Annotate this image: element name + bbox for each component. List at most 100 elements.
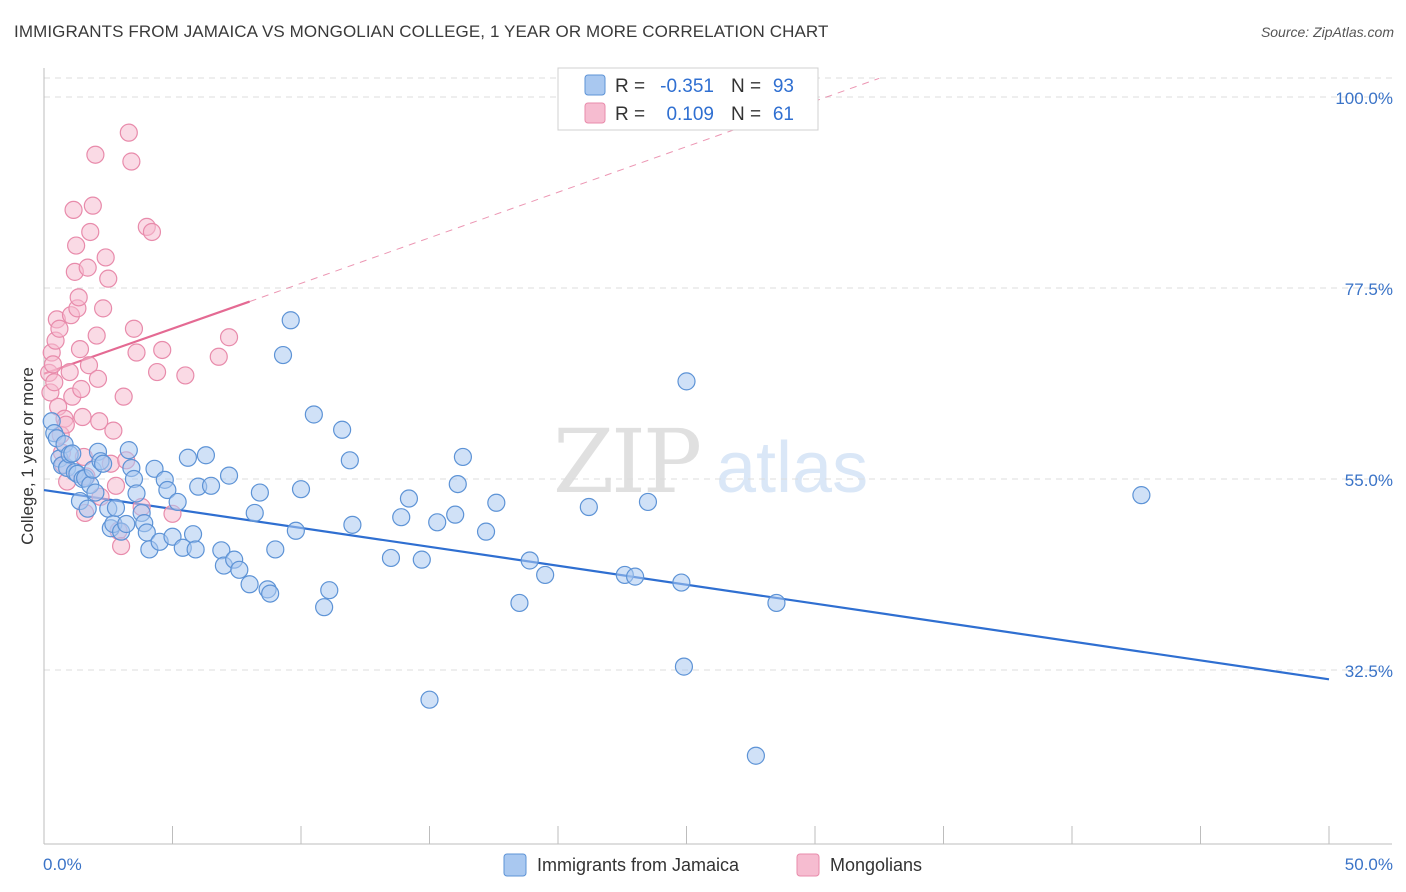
jamaica-point-89 (677, 372, 696, 391)
mongolians-points (40, 123, 239, 556)
x-tick-label-min: 0.0% (43, 855, 82, 874)
jamaica-point-68 (343, 515, 362, 534)
y-tick-label-100: 100.0% (1335, 89, 1393, 108)
jamaica-point-74 (428, 513, 447, 532)
mongolians-point-22 (69, 288, 88, 307)
jamaica-point-47 (201, 476, 221, 495)
jamaica-point-70 (392, 508, 411, 527)
mongolians-point-50 (124, 319, 144, 338)
jamaica-point-44 (186, 540, 205, 559)
legend-r-value-2: 0.109 (666, 104, 714, 125)
jamaica-point-26 (117, 514, 136, 534)
mongolians-point-36 (90, 412, 109, 431)
jamaica-point-82 (536, 565, 555, 585)
series-legend: Immigrants from Jamaica Mongolians (503, 853, 922, 877)
y-tick-label-77-5: 77.5% (1345, 280, 1393, 299)
jamaica-point-61 (286, 521, 305, 540)
jamaica-point-20 (94, 454, 113, 473)
jamaica-point-87 (672, 573, 691, 592)
mongolians-point-35 (88, 369, 108, 388)
bottom-legend-label-jamaica: Immigrants from Jamaica (537, 855, 740, 875)
jamaica-point-38 (158, 480, 177, 500)
mongolians-point-38 (94, 299, 113, 318)
jamaica-point-60 (281, 311, 300, 330)
jamaica-points (42, 311, 1151, 765)
jamaica-point-58 (266, 540, 285, 559)
mongolians-point-40 (99, 269, 118, 288)
source-label: Source: ZipAtlas.com (1260, 24, 1394, 40)
jamaica-point-85 (625, 567, 645, 586)
jamaica-point-50 (219, 466, 239, 485)
jamaica-point-65 (320, 581, 339, 600)
mongolians-point-8 (50, 319, 69, 338)
mongolians-point-51 (127, 343, 146, 362)
mongolians-point-42 (104, 421, 123, 440)
mongolians-point-60 (219, 328, 239, 347)
jamaica-point-75 (446, 505, 465, 524)
jamaica-point-30 (127, 484, 146, 503)
mongolians-point-48 (119, 123, 138, 142)
jamaica-point-27 (119, 441, 138, 460)
jamaica-point-63 (304, 405, 323, 424)
mongolians-point-56 (153, 340, 172, 360)
jamaica-point-52 (230, 560, 249, 579)
mongolians-point-49 (122, 152, 141, 171)
watermark: ZIP atlas (553, 410, 868, 513)
mongolians-point-46 (114, 387, 133, 406)
bottom-legend-swatch-mongolians (796, 853, 820, 877)
jamaica-point-73 (420, 690, 439, 709)
jamaica-point-46 (196, 446, 216, 465)
jamaica-point-43 (183, 525, 203, 544)
jamaica-point-91 (767, 593, 786, 613)
mongolians-point-20 (67, 236, 86, 255)
jamaica-point-62 (291, 480, 311, 499)
correlation-legend: R = -0.351 N = 93 R = 0.109 N = 61 (557, 67, 819, 131)
mongolians-point-54 (142, 222, 162, 242)
bottom-legend-swatch-jamaica (503, 853, 527, 877)
legend-r-value-1: -0.351 (660, 76, 714, 97)
y-tick-label-55: 55.0% (1345, 471, 1393, 490)
trend-line-mongolians (43, 300, 250, 375)
watermark-zip: ZIP (553, 410, 700, 513)
jamaica-point-55 (250, 483, 269, 502)
mongolians-point-30 (79, 356, 99, 375)
jamaica-point-59 (273, 345, 293, 365)
mongolians-point-55 (147, 362, 167, 382)
jamaica-point-54 (245, 503, 264, 523)
y-tick-label-32-5: 32.5% (1345, 662, 1393, 681)
jamaica-point-80 (510, 593, 529, 613)
legend-n-label-2: N = (731, 104, 761, 125)
mongolians-point-58 (176, 366, 195, 385)
mongolians-point-43 (106, 476, 126, 495)
x-tick-label-max: 50.0% (1345, 855, 1393, 874)
legend-r-label-1: R = (615, 76, 645, 97)
legend-swatch-mongolians (584, 102, 606, 124)
mongolians-point-33 (86, 145, 105, 164)
jamaica-point-57 (261, 584, 280, 603)
mongolians-point-31 (81, 222, 100, 242)
axes (43, 68, 1392, 845)
jamaica-point-40 (168, 492, 187, 512)
legend-n-value-2: 61 (773, 104, 794, 125)
jamaica-point-64 (315, 598, 334, 617)
jamaica-point-69 (381, 548, 401, 568)
legend-n-value-1: 93 (773, 76, 794, 97)
mongolians-point-24 (72, 379, 91, 399)
jamaica-point-81 (520, 551, 539, 570)
jamaica-point-72 (412, 550, 431, 569)
bottom-legend-label-mongolians: Mongolians (830, 855, 922, 875)
mongolians-point-18 (64, 200, 83, 220)
jamaica-point-71 (399, 489, 419, 508)
mongolians-point-29 (78, 258, 97, 277)
jamaica-point-77 (453, 447, 473, 467)
mongolians-point-3 (43, 355, 63, 374)
jamaica-point-53 (240, 575, 259, 594)
jamaica-point-90 (746, 746, 765, 765)
legend-swatch-jamaica (584, 74, 606, 96)
mongolians-point-34 (87, 326, 106, 345)
mongolians-point-15 (60, 362, 79, 382)
mongolians-point-4 (45, 373, 64, 392)
watermark-atlas: atlas (716, 428, 868, 508)
legend-n-label-1: N = (731, 76, 761, 97)
